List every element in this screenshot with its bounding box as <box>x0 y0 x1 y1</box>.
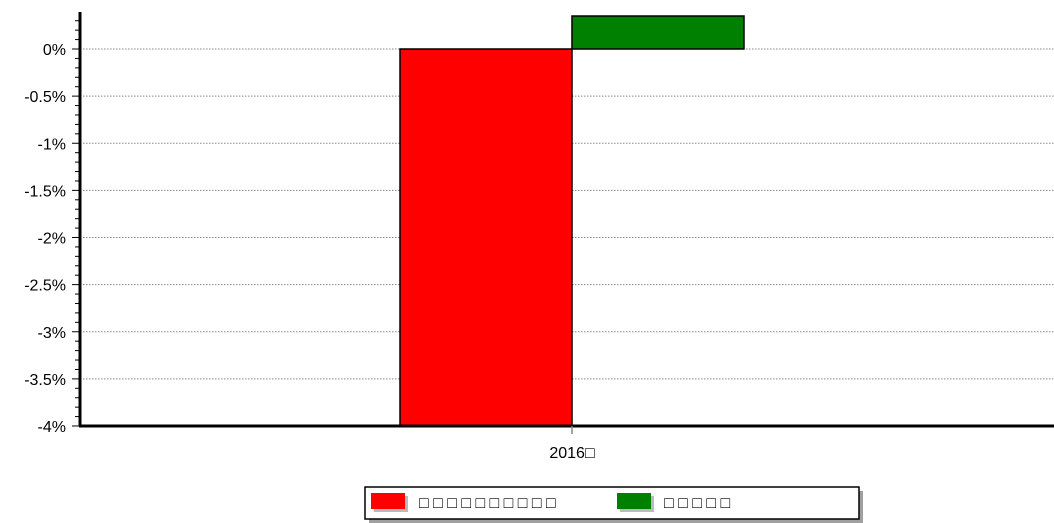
legend-box <box>364 486 860 520</box>
legend-swatch-series-1 <box>371 493 405 509</box>
y-tick-label: -0.5% <box>24 89 66 106</box>
y-tick-label: 0% <box>43 42 66 59</box>
y-tick-label: -1% <box>38 136 66 153</box>
legend-label-series-1: □ □ □ □ □ □ □ □ □ □ <box>419 495 556 512</box>
x-tick-label: 2016□ <box>549 445 595 462</box>
y-tick-labels: 0% -0.5% -1% -1.5% -2% -2.5% -3% -3.5% -4% <box>24 20 80 436</box>
bar-series-2 <box>571 15 745 50</box>
y-tick-label: -3% <box>38 325 66 342</box>
x-tick-labels: 2016□ <box>549 426 595 462</box>
legend-swatch-series-2 <box>617 493 651 509</box>
y-tick-label: -2.5% <box>24 278 66 295</box>
bars <box>399 15 745 427</box>
legend: □ □ □ □ □ □ □ □ □ □ □ □ □ □ □ <box>364 486 863 523</box>
y-tick-label: -3.5% <box>24 372 66 389</box>
y-tick-label: -2% <box>38 231 66 248</box>
y-tick-label: -1.5% <box>24 183 66 200</box>
y-tick-label: -4% <box>38 419 66 436</box>
legend-label-series-2: □ □ □ □ □ <box>664 495 730 512</box>
bar-series-1 <box>399 48 573 427</box>
